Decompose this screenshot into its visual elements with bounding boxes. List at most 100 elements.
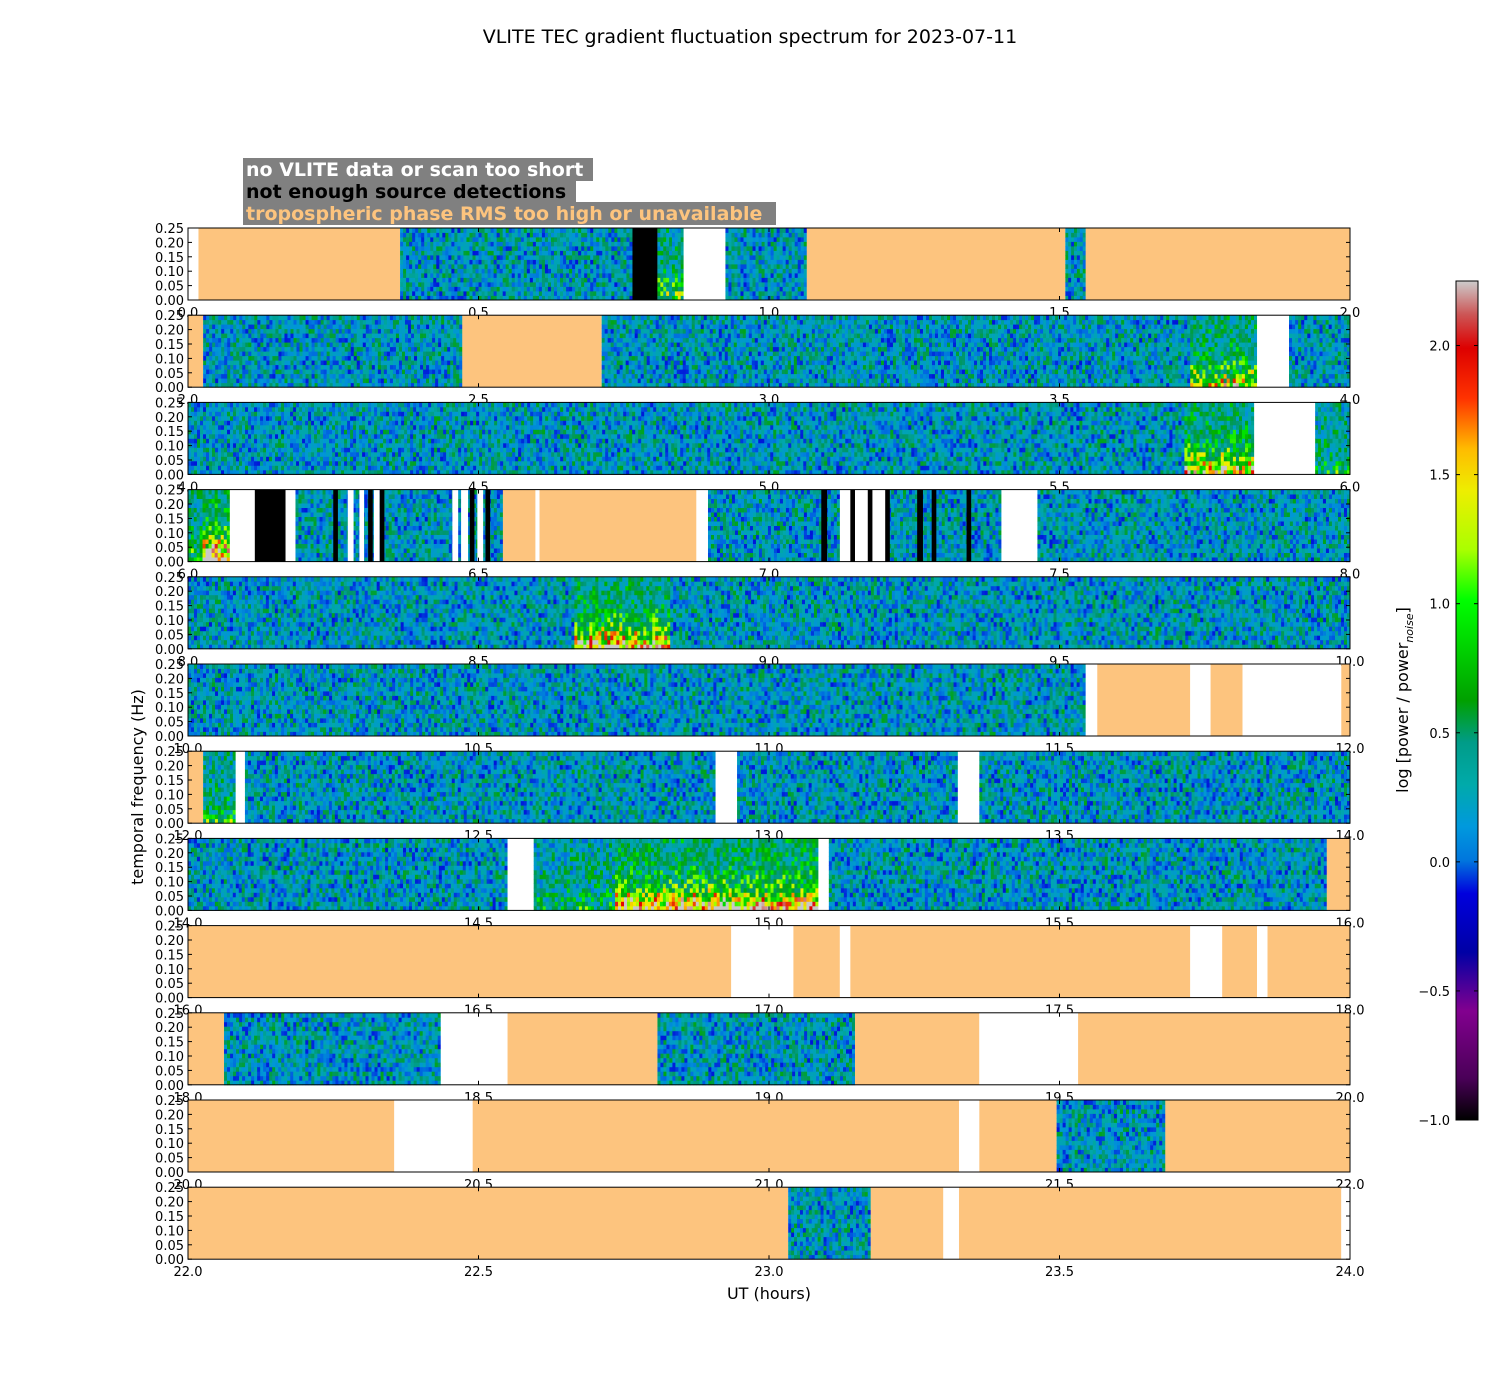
spectrum-cell xyxy=(674,324,677,329)
spectrum-cell xyxy=(393,351,396,356)
spectrum-cell xyxy=(530,278,533,283)
spectrum-cell xyxy=(393,333,396,338)
spectrum-cell xyxy=(436,264,439,269)
spectrum-cell xyxy=(421,264,424,269)
spectrum-cell xyxy=(719,356,722,361)
spectrum-cell xyxy=(605,273,608,278)
spectrum-cell xyxy=(678,255,681,260)
spectrum-cell xyxy=(309,369,312,374)
spectrum-cell xyxy=(623,315,626,320)
spectrum-cell xyxy=(393,315,396,320)
spectrum-cell xyxy=(315,347,318,352)
spectrum-cell xyxy=(473,246,476,251)
spectrum-cell xyxy=(767,378,770,383)
spectrum-cell xyxy=(734,251,737,256)
spectrum-cell xyxy=(473,242,476,247)
spectrum-cell xyxy=(798,264,801,269)
spectrum-cell xyxy=(506,260,509,265)
spectrum-cell xyxy=(509,260,512,265)
spectrum-cell xyxy=(663,278,666,283)
spectrum-cell xyxy=(786,237,789,242)
spectrum-cell xyxy=(206,374,209,379)
spectrum-cell xyxy=(426,365,429,370)
spectrum-cell xyxy=(744,228,747,233)
spectrum-cell xyxy=(433,255,436,260)
spectrum-cell xyxy=(536,273,539,278)
spectrum-cell xyxy=(674,365,677,370)
spectrum-cell xyxy=(233,329,236,334)
spectrum-cell xyxy=(503,269,506,274)
spectrum-cell xyxy=(435,347,438,352)
spectrum-cell xyxy=(740,324,743,329)
spectrum-cell xyxy=(596,291,599,296)
spectrum-cell xyxy=(638,338,641,343)
spectrum-cell xyxy=(740,287,743,292)
spectrum-cell xyxy=(704,342,707,347)
spectrum-cell xyxy=(430,278,433,283)
spectrum-cell xyxy=(266,333,269,338)
spectrum-cell xyxy=(375,338,378,343)
spectrum-cell xyxy=(660,246,663,251)
spectrum-cell xyxy=(737,237,740,242)
spectrum-cell xyxy=(444,351,447,356)
spectrum-cell xyxy=(1065,291,1068,296)
spectrum-cell xyxy=(485,291,488,296)
spectrum-cell xyxy=(294,329,297,334)
spectrum-cell xyxy=(287,378,290,383)
spectrum-cell xyxy=(414,333,417,338)
spectrum-cell xyxy=(671,356,674,361)
spectrum-cell xyxy=(403,246,406,251)
spectrum-cell xyxy=(678,278,681,283)
spectrum-cell xyxy=(236,365,239,370)
spectrum-cell xyxy=(266,329,269,334)
spectrum-cell xyxy=(605,291,608,296)
spectrum-cell xyxy=(678,251,681,256)
spectrum-cell xyxy=(731,264,734,269)
spectrum-cell xyxy=(653,338,656,343)
spectrum-cell xyxy=(759,264,762,269)
spectrum-cell xyxy=(429,347,432,352)
spectrum-cell xyxy=(641,320,644,325)
spectrum-cell xyxy=(290,378,293,383)
spectrum-cell xyxy=(203,342,206,347)
spectrum-cell xyxy=(560,264,563,269)
spectrum-cell xyxy=(399,315,402,320)
spectrum-cell xyxy=(731,291,734,296)
spectrum-cell xyxy=(366,342,369,347)
spectrum-cell xyxy=(451,228,454,233)
spectrum-cell xyxy=(324,338,327,343)
spectrum-cell xyxy=(626,233,629,238)
spectrum-cell xyxy=(725,246,728,251)
spectrum-cell xyxy=(351,374,354,379)
spectrum-cell xyxy=(463,273,466,278)
spectrum-cell xyxy=(747,282,750,287)
spectrum-cell xyxy=(405,351,408,356)
spectrum-cell xyxy=(459,320,462,325)
spectrum-cell xyxy=(617,233,620,238)
spectrum-cell xyxy=(426,374,429,379)
spectrum-cell xyxy=(448,264,451,269)
spectrum-cell xyxy=(660,233,663,238)
spectrum-cell xyxy=(660,282,663,287)
spectrum-cell xyxy=(614,315,617,320)
spectrum-cell xyxy=(698,333,701,338)
spectrum-cell xyxy=(620,342,623,347)
spectrum-cell xyxy=(554,246,557,251)
spectrum-cell xyxy=(608,320,611,325)
spectrum-cell xyxy=(348,333,351,338)
spectrum-cell xyxy=(248,329,251,334)
spectrum-cell xyxy=(406,260,409,265)
spectrum-cell xyxy=(779,347,782,352)
spectrum-cell xyxy=(638,360,641,365)
spectrum-cell xyxy=(375,342,378,347)
spectrum-cell xyxy=(409,233,412,238)
spectrum-cell xyxy=(756,255,759,260)
spectrum-cell xyxy=(1071,260,1074,265)
spectrum-cell xyxy=(287,324,290,329)
spectrum-cell xyxy=(737,351,740,356)
spectrum-cell xyxy=(384,351,387,356)
spectrum-cell xyxy=(539,278,542,283)
spectrum-cell xyxy=(339,356,342,361)
spectrum-cell xyxy=(414,360,417,365)
spectrum-cell xyxy=(539,237,542,242)
